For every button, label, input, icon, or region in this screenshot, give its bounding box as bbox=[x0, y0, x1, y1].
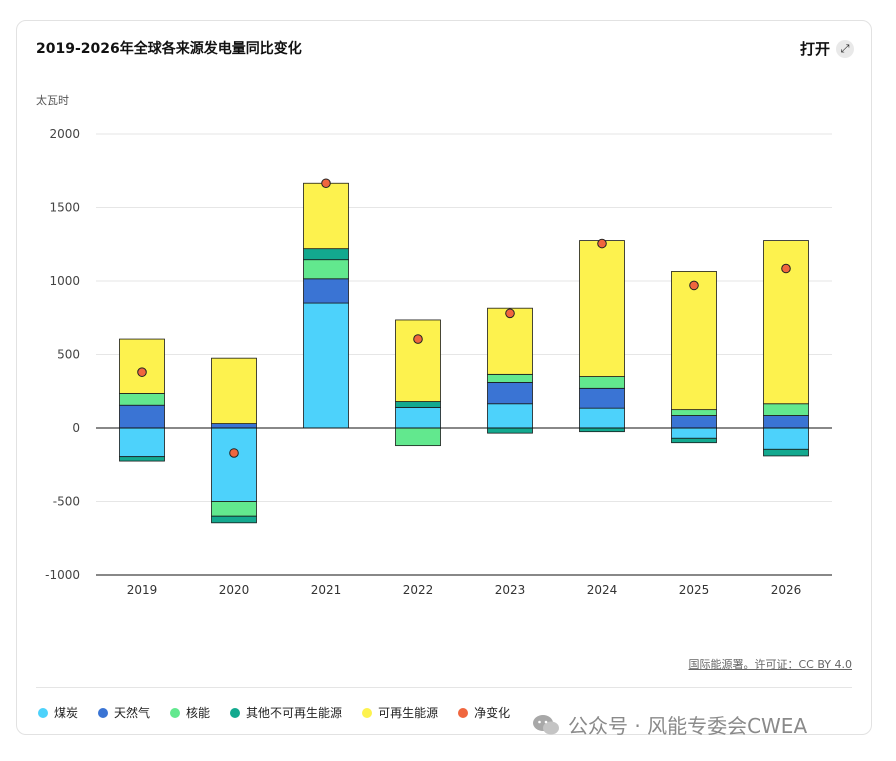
bar-segment bbox=[763, 403, 809, 416]
bar-segment bbox=[487, 382, 533, 405]
bar-segment bbox=[671, 415, 717, 429]
bar-segment bbox=[395, 427, 441, 447]
bar-segment bbox=[487, 373, 533, 383]
net-change-point bbox=[321, 178, 331, 189]
bar-segment bbox=[211, 423, 257, 429]
bar-segment bbox=[487, 403, 533, 429]
legend-swatch-gas bbox=[98, 707, 109, 718]
bar-segment bbox=[119, 456, 165, 462]
bar-segment bbox=[119, 338, 165, 394]
legend-item-renewables[interactable]: 可再生能源 bbox=[362, 704, 438, 721]
bar-segment bbox=[303, 259, 349, 280]
legend-label-gas: 天然气 bbox=[114, 706, 151, 720]
bar-segment bbox=[671, 427, 717, 439]
watermark-text: 公众号 · 风能专委会CWEA bbox=[568, 714, 808, 738]
y-tick-label: 2000 bbox=[49, 127, 80, 141]
legend-label-net: 净变化 bbox=[474, 706, 511, 720]
legend-swatch-other bbox=[230, 707, 241, 718]
bar-segment bbox=[579, 427, 625, 433]
net-change-point bbox=[505, 308, 515, 319]
y-tick-label: -1000 bbox=[45, 568, 80, 582]
legend-item-other[interactable]: 其他不可再生能源 bbox=[230, 704, 342, 721]
legend: 煤炭 天然气 核能 其他不可再生能源 可再生能源 净变化 bbox=[38, 704, 510, 721]
net-change-point bbox=[689, 280, 699, 291]
y-tick-label: 0 bbox=[72, 421, 80, 435]
bar-segment bbox=[487, 307, 533, 375]
legend-label-coal: 煤炭 bbox=[54, 706, 79, 720]
bar-segment bbox=[303, 302, 349, 429]
legend-swatch-coal bbox=[38, 707, 48, 718]
y-axis-unit: 太瓦时 bbox=[36, 94, 69, 107]
bar-segment bbox=[211, 357, 257, 424]
legend-item-nuclear[interactable]: 核能 bbox=[170, 704, 210, 721]
y-tick-label: 500 bbox=[57, 348, 80, 362]
bar-segment bbox=[763, 448, 809, 457]
bar-segment bbox=[303, 278, 349, 304]
y-tick-label: -500 bbox=[53, 495, 80, 509]
x-tick-label: 2022 bbox=[403, 583, 434, 597]
bar-segment bbox=[763, 415, 809, 429]
x-tick-label: 2021 bbox=[311, 583, 342, 597]
bar-segment bbox=[487, 427, 533, 434]
bar-segment bbox=[395, 401, 441, 408]
legend-item-gas[interactable]: 天然气 bbox=[98, 704, 150, 721]
net-change-point bbox=[137, 367, 147, 377]
divider bbox=[36, 687, 852, 688]
x-tick-label: 2023 bbox=[495, 583, 526, 597]
source-link[interactable]: 国际能源署。许可证：CC BY 4.0 bbox=[688, 658, 852, 671]
bar-segment bbox=[579, 387, 625, 409]
y-tick-label: 1500 bbox=[49, 201, 80, 215]
bar-segment bbox=[579, 376, 625, 389]
x-tick-label: 2024 bbox=[587, 583, 618, 597]
chart-title: 2019-2026年全球各来源发电量同比变化 bbox=[36, 41, 302, 57]
bar-segment bbox=[211, 501, 257, 517]
bar-segment bbox=[579, 407, 625, 429]
bar-segment bbox=[395, 319, 441, 402]
bar-segment bbox=[395, 407, 441, 429]
bar-segment bbox=[303, 248, 349, 261]
x-tick-label: 2026 bbox=[771, 583, 802, 597]
net-change-point bbox=[413, 334, 423, 344]
wechat-icon bbox=[533, 714, 559, 734]
bar-segment bbox=[119, 404, 165, 429]
bar-segment bbox=[579, 240, 625, 377]
legend-swatch-net bbox=[458, 707, 469, 718]
legend-item-coal[interactable]: 煤炭 bbox=[38, 704, 78, 721]
legend-swatch-nuclear bbox=[170, 707, 181, 718]
chart-plot: 2000 1500 1000 500 0 -500 -1000 2019 2020 2021 202… bbox=[45, 127, 832, 597]
open-button[interactable]: 打开 bbox=[799, 40, 830, 58]
net-change-point bbox=[597, 238, 607, 249]
bar-segment bbox=[671, 409, 717, 416]
expand-icon[interactable]: ⤢ bbox=[836, 39, 854, 58]
legend-label-renewables: 可再生能源 bbox=[378, 706, 439, 720]
bar-segment bbox=[671, 271, 717, 411]
bar-segment bbox=[763, 427, 809, 450]
bar-segment bbox=[119, 393, 165, 406]
legend-label-other: 其他不可再生能源 bbox=[246, 706, 343, 720]
net-change-point bbox=[229, 448, 239, 458]
net-change-point bbox=[781, 263, 791, 274]
open-control[interactable]: 打开 ⤢ bbox=[800, 38, 854, 59]
watermark: 公众号 · 风能专委会CWEA bbox=[532, 710, 807, 739]
bar-segment bbox=[671, 437, 717, 444]
legend-label-nuclear: 核能 bbox=[186, 706, 211, 720]
x-tick-label: 2025 bbox=[679, 583, 710, 597]
bar-segment bbox=[211, 427, 257, 502]
legend-item-net[interactable]: 净变化 bbox=[458, 704, 510, 721]
bar-segment bbox=[303, 182, 349, 250]
bar-segment bbox=[211, 515, 257, 524]
x-tick-label: 2020 bbox=[219, 583, 250, 597]
y-tick-label: 1000 bbox=[49, 274, 80, 288]
legend-swatch-renewables bbox=[362, 707, 373, 718]
bar-segment bbox=[119, 427, 165, 458]
x-tick-label: 2019 bbox=[127, 583, 158, 597]
